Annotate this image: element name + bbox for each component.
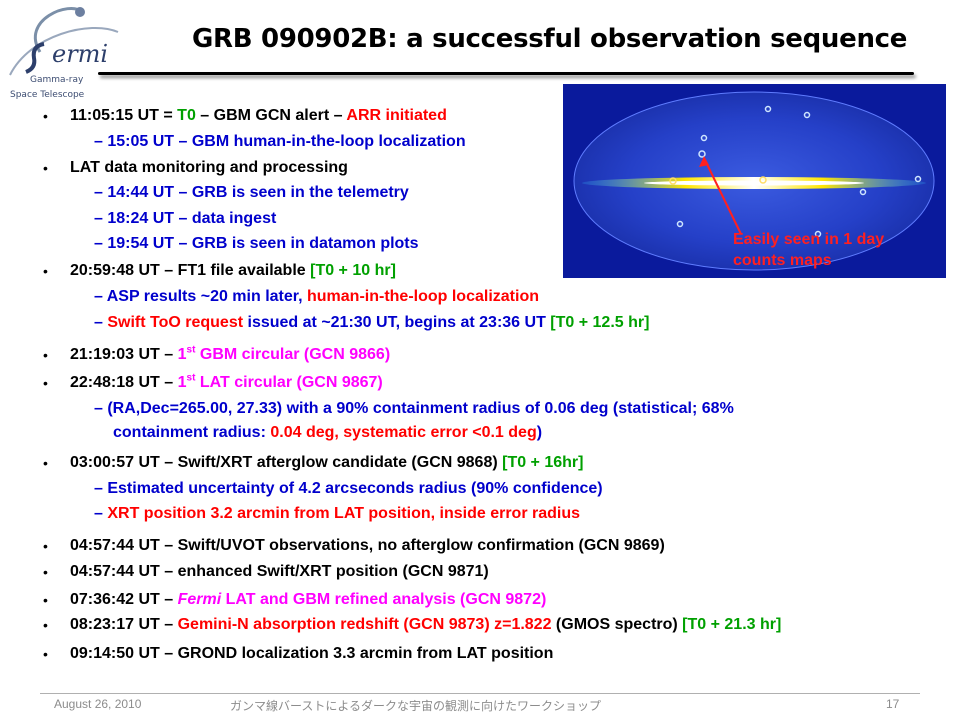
text-segment: 1 xyxy=(177,374,187,391)
text-segment: LAT circular (GCN 9867) xyxy=(195,374,383,391)
timeline-item: 07:36:42 UT – Fermi LAT and GBM refined … xyxy=(70,590,546,610)
sub-bullet-dash: – xyxy=(94,400,108,417)
timeline-subitem: – ASP results ~20 min later, human-in-th… xyxy=(94,287,539,307)
sub-bullet-dash: – xyxy=(94,480,108,497)
text-segment: 08:23:17 UT – xyxy=(70,616,178,633)
text-segment: 14:44 UT – GRB is seen in the telemetry xyxy=(107,184,409,201)
timeline-item: 11:05:15 UT = T0 – GBM GCN alert – ARR i… xyxy=(70,106,447,126)
timeline-subitem: – 19:54 UT – GRB is seen in datamon plot… xyxy=(94,234,419,254)
sky-map-caption: Easily seen in 1 day counts maps xyxy=(733,229,884,271)
title-divider xyxy=(98,72,914,75)
bullet-marker: • xyxy=(43,455,48,471)
timeline-item: 20:59:48 UT – FT1 file available [T0 + 1… xyxy=(70,261,396,281)
text-segment: Estimated uncertainty of 4.2 arcseconds … xyxy=(107,480,603,497)
text-segment: Fermi xyxy=(177,591,222,608)
bullet-marker: • xyxy=(43,564,48,580)
sub-bullet-dash: – xyxy=(94,314,108,331)
text-segment: Swift ToO request xyxy=(107,314,244,331)
sky-map-caption-line2: counts maps xyxy=(733,252,832,269)
text-segment: 15:05 UT – GBM human-in-the-loop localiz… xyxy=(107,133,466,150)
footer-divider xyxy=(40,693,920,694)
bullet-marker: • xyxy=(43,108,48,124)
text-segment: 04:57:44 UT – enhanced Swift/XRT positio… xyxy=(70,563,489,580)
timeline-subitem: containment radius: 0.04 deg, systematic… xyxy=(113,423,542,443)
counts-sky-map xyxy=(563,84,946,278)
text-segment: 22:48:18 UT – xyxy=(70,374,178,391)
svg-text:Gamma-ray: Gamma-ray xyxy=(30,75,84,85)
text-segment: ) xyxy=(536,424,543,441)
svg-text:ermi: ermi xyxy=(52,40,108,68)
text-segment: 18:24 UT – data ingest xyxy=(107,210,277,227)
text-segment: (RA,Dec=265.00, 27.33) with a 90% contai… xyxy=(107,400,734,417)
text-segment: ASP results ~20 min later, xyxy=(106,288,307,305)
footer-event: ガンマ線バーストによるダークな宇宙の観測に向けたワークショップ xyxy=(230,699,602,713)
text-segment: containment radius: xyxy=(113,424,271,441)
sub-bullet-dash: – xyxy=(94,288,107,305)
page-title: GRB 090902B: a successful observation se… xyxy=(192,24,908,54)
bullet-marker: • xyxy=(43,263,48,279)
timeline-item: 09:14:50 UT – GROND localization 3.3 arc… xyxy=(70,644,553,664)
text-segment: 0.04 deg, systematic error <0.1 deg xyxy=(270,424,537,441)
timeline-subitem: – (RA,Dec=265.00, 27.33) with a 90% cont… xyxy=(94,399,734,419)
bullet-marker: • xyxy=(43,347,48,363)
sub-bullet-dash: – xyxy=(94,210,108,227)
text-segment: [T0 + 21.3 hr] xyxy=(682,616,782,633)
text-segment: LAT and GBM refined analysis (GCN 9872) xyxy=(221,591,547,608)
text-segment: LAT data monitoring and processing xyxy=(70,159,348,176)
timeline-item: 21:19:03 UT – 1st GBM circular (GCN 9866… xyxy=(70,345,390,365)
footer-date: August 26, 2010 xyxy=(54,697,142,711)
timeline-item: 22:48:18 UT – 1st LAT circular (GCN 9867… xyxy=(70,373,383,393)
sub-bullet-dash: – xyxy=(94,505,108,522)
bullet-marker: • xyxy=(43,160,48,176)
bullet-marker: • xyxy=(43,375,48,391)
footer-page-number: 17 xyxy=(886,697,900,711)
timeline-item: 03:00:57 UT – Swift/XRT afterglow candid… xyxy=(70,453,583,473)
timeline-item: 08:23:17 UT – Gemini-N absorption redshi… xyxy=(70,615,781,635)
bullet-marker: • xyxy=(43,592,48,608)
sub-bullet-dash: – xyxy=(94,184,108,201)
sub-bullet-dash: – xyxy=(94,133,108,150)
text-segment: human-in-the-loop localization xyxy=(307,288,539,305)
timeline-subitem: – 14:44 UT – GRB is seen in the telemetr… xyxy=(94,183,409,203)
text-segment: T0 xyxy=(177,107,196,124)
text-segment: [T0 + 12.5 hr] xyxy=(550,314,650,331)
timeline-item: 04:57:44 UT – enhanced Swift/XRT positio… xyxy=(70,562,489,582)
bullet-marker: • xyxy=(43,538,48,554)
text-segment: st xyxy=(186,344,196,356)
timeline-subitem: – XRT position 3.2 arcmin from LAT posit… xyxy=(94,504,580,524)
sky-map-caption-line1: Easily seen in 1 day xyxy=(733,231,885,248)
text-segment: 11:05:15 UT = xyxy=(70,107,178,124)
sub-bullet-dash: – xyxy=(94,235,108,252)
bullet-marker: • xyxy=(43,646,48,662)
text-segment: Gemini-N absorption redshift (GCN 9873) … xyxy=(177,616,552,633)
text-segment: 21:19:03 UT – xyxy=(70,346,178,363)
text-segment: 04:57:44 UT – Swift/UVOT observations, n… xyxy=(70,537,665,554)
text-segment: (GMOS spectro) xyxy=(551,616,683,633)
text-segment: ARR initiated xyxy=(346,107,447,124)
timeline-subitem: – 15:05 UT – GBM human-in-the-loop local… xyxy=(94,132,466,152)
svg-text:Space Telescope: Space Telescope xyxy=(10,90,85,100)
text-segment: 20:59:48 UT – FT1 file available xyxy=(70,262,311,279)
text-segment: [T0 + 16hr] xyxy=(502,454,584,471)
timeline-item: 04:57:44 UT – Swift/UVOT observations, n… xyxy=(70,536,665,556)
timeline-item: LAT data monitoring and processing xyxy=(70,158,348,178)
text-segment: 07:36:42 UT – xyxy=(70,591,178,608)
text-segment: XRT position 3.2 arcmin from LAT positio… xyxy=(107,505,580,522)
bullet-marker: • xyxy=(43,617,48,633)
text-segment: GBM circular (GCN 9866) xyxy=(195,346,391,363)
timeline-subitem: – Swift ToO request issued at ~21:30 UT,… xyxy=(94,313,649,333)
fermi-logo: ermi Gamma-ray Space Telescope xyxy=(0,0,130,110)
text-segment: 19:54 UT – GRB is seen in datamon plots xyxy=(107,235,419,252)
text-segment: – GBM GCN alert – xyxy=(195,107,347,124)
text-segment: st xyxy=(186,372,196,384)
text-segment: 1 xyxy=(177,346,187,363)
timeline-subitem: – Estimated uncertainty of 4.2 arcsecond… xyxy=(94,479,603,499)
text-segment: [T0 + 10 hr] xyxy=(310,262,396,279)
timeline-subitem: – 18:24 UT – data ingest xyxy=(94,209,276,229)
text-segment: 09:14:50 UT – GROND localization 3.3 arc… xyxy=(70,645,554,662)
text-segment: 03:00:57 UT – Swift/XRT afterglow candid… xyxy=(70,454,503,471)
text-segment: issued at ~21:30 UT, begins at 23:36 UT xyxy=(243,314,551,331)
